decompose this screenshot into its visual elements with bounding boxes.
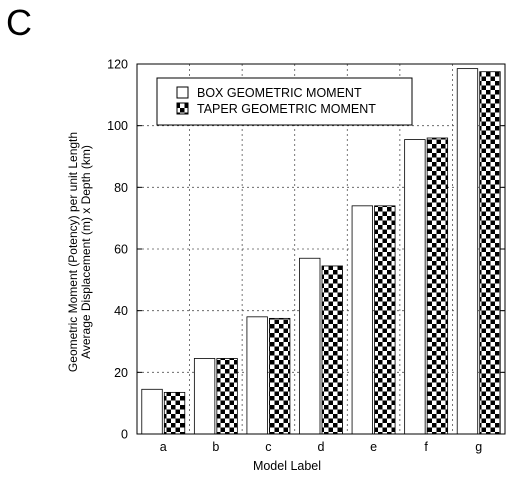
legend: BOX GEOMETRIC MOMENT TAPER GEOMETRIC MOM… — [156, 77, 413, 126]
y-tick-label-120: 120 — [107, 58, 128, 72]
bar-box-a — [141, 388, 163, 435]
bar-taper-c — [269, 317, 291, 435]
y-tick-label-40: 40 — [114, 304, 128, 318]
x-tick-label-b: b — [212, 440, 219, 454]
bar-taper-d — [321, 265, 343, 435]
bar-box-c — [246, 316, 268, 435]
bar-box-e — [351, 205, 373, 435]
y-axis-label-line1: Geometric Moment (Potency) per unit Leng… — [66, 132, 80, 372]
axes: 0 20 40 60 80 100 120 a b c d e f g — [107, 58, 506, 454]
x-tick-label-c: c — [265, 440, 271, 454]
y-tick-label-80: 80 — [114, 181, 128, 195]
y-tick-label-100: 100 — [107, 119, 128, 133]
legend-label-taper: TAPER GEOMETRIC MOMENT — [197, 102, 376, 116]
y-tick-label-20: 20 — [114, 366, 128, 380]
x-axis-label: Model Label — [253, 459, 321, 473]
bar-taper-b — [216, 358, 238, 435]
bar-box-f — [404, 139, 426, 435]
legend-swatch-taper — [176, 102, 189, 115]
panel-label: C — [6, 2, 32, 43]
y-axis-label-line2: Average Displacement (m) x Depth (km) — [79, 145, 93, 359]
bar-box-b — [193, 358, 216, 435]
legend-box — [156, 77, 413, 126]
x-tick-label-a: a — [160, 440, 167, 454]
x-tick-label-d: d — [318, 440, 325, 454]
bars — [141, 68, 501, 435]
bar-taper-a — [163, 391, 186, 435]
y-tick-label-60: 60 — [114, 243, 128, 257]
bar-taper-f — [426, 137, 449, 435]
bar-taper-e — [374, 205, 396, 435]
bar-taper-g — [479, 71, 501, 435]
y-tick-label-0: 0 — [121, 428, 128, 442]
x-tick-label-g: g — [475, 440, 482, 454]
legend-label-box: BOX GEOMETRIC MOMENT — [197, 86, 362, 100]
legend-swatch-box — [176, 86, 189, 99]
x-tick-label-e: e — [370, 440, 377, 454]
bar-box-g — [456, 68, 479, 435]
x-tick-label-f: f — [424, 440, 428, 454]
bar-box-d — [299, 257, 321, 435]
